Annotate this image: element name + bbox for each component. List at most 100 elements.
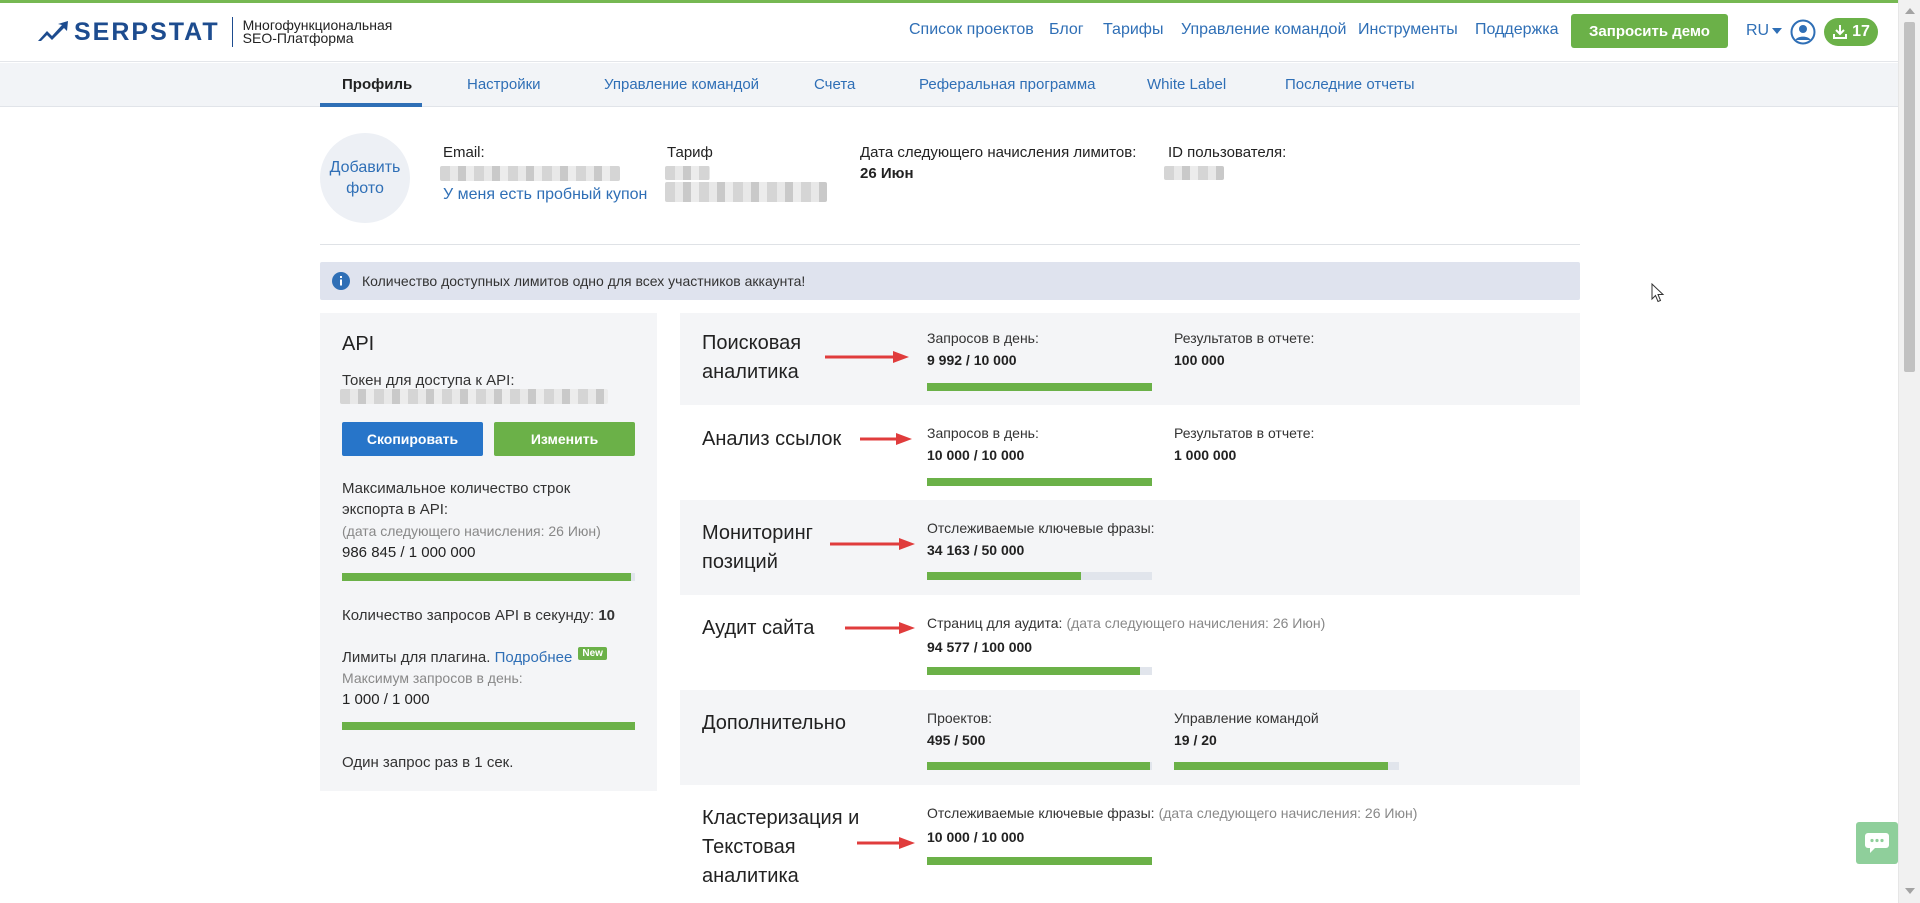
- metric-audit-pages: Страниц для аудита: (дата следующего начи…: [927, 615, 1325, 655]
- user-id-label: ID пользователя:: [1168, 144, 1287, 161]
- annotation-arrow-icon: [860, 433, 912, 445]
- chat-widget-button[interactable]: [1856, 822, 1898, 864]
- tab-invoices[interactable]: Счета: [814, 76, 856, 93]
- metric-label: Запросов в день:: [927, 425, 1039, 441]
- api-rps: Количество запросов API в секунду: 10: [342, 607, 615, 624]
- tagline-line-2: SEO-Платформа: [242, 30, 354, 46]
- section-title-line-1: Мониторинг: [702, 522, 813, 544]
- requests-progress-bar: [927, 478, 1152, 486]
- metric-note: (дата следующего начисления: 26 Июн): [1066, 615, 1326, 631]
- trial-coupon-link[interactable]: У меня есть пробный купон: [443, 186, 648, 203]
- metric-projects: Проектов: 495 / 500: [927, 710, 992, 748]
- plugin-progress-bar: [342, 722, 635, 730]
- change-token-button[interactable]: Изменить: [494, 422, 635, 456]
- max-rows-note: (дата следующего начисления: 26 Июн): [342, 523, 601, 539]
- nav-support[interactable]: Поддержка: [1475, 21, 1559, 38]
- plugin-more-link[interactable]: Подробнее: [494, 649, 573, 666]
- serpstat-logo[interactable]: SERPSTAT Многофункциональная SEO-Платфор…: [38, 17, 392, 47]
- section-title-line-1: Аудит сайта: [702, 617, 815, 639]
- metric-results-in-report: Результатов в отчете: 1 000 000: [1174, 425, 1314, 463]
- tab-last-reports[interactable]: Последние отчеты: [1285, 76, 1415, 93]
- plan-value-redacted: [665, 166, 710, 180]
- downloads-button[interactable]: 17: [1824, 18, 1878, 46]
- active-tab-underline: [320, 103, 422, 107]
- section-title-line-1: Анализ ссылок: [702, 428, 842, 450]
- audit-progress-bar: [927, 667, 1152, 675]
- info-icon: [332, 272, 350, 290]
- scroll-down-arrow-icon[interactable]: [1905, 888, 1915, 894]
- scrollbar-thumb[interactable]: [1904, 22, 1915, 372]
- profile-subnav: Профиль Настройки Управление командой Сч…: [0, 63, 1898, 107]
- add-photo-button[interactable]: Добавить фото: [320, 133, 410, 223]
- projects-progress-fill: [927, 762, 1150, 770]
- metric-value: 34 163 / 50 000: [927, 542, 1025, 558]
- nav-team-management[interactable]: Управление командой: [1181, 21, 1347, 38]
- request-demo-button[interactable]: Запросить демо: [1571, 14, 1728, 48]
- clustering-progress-fill: [927, 857, 1152, 865]
- section-title-line-2: позиций: [702, 551, 778, 573]
- logo-tagline: Многофункциональная SEO-Платформа: [242, 18, 393, 46]
- plugin-limits: Лимиты для плагина. Подробнее New: [342, 647, 607, 666]
- section-title: Кластеризация и Текстовая аналитика: [702, 804, 859, 891]
- metric-value: 19 / 20: [1174, 732, 1217, 748]
- section-title-line-3: аналитика: [702, 865, 799, 887]
- metric-label: Запросов в день:: [927, 330, 1039, 346]
- nav-tools[interactable]: Инструменты: [1358, 21, 1458, 38]
- add-photo-line-1: Добавить: [329, 159, 401, 176]
- section-title: Дополнительно: [702, 709, 846, 738]
- max-rows-progress-bar: [342, 573, 635, 581]
- requests-progress-bar: [927, 383, 1152, 391]
- next-charge-value: 26 Июн: [860, 165, 914, 182]
- annotation-arrow-icon: [857, 837, 915, 849]
- tab-white-label[interactable]: White Label: [1147, 76, 1227, 93]
- nav-blog[interactable]: Блог: [1049, 21, 1084, 38]
- copy-token-button[interactable]: Скопировать: [342, 422, 483, 456]
- section-title: Поисковая аналитика: [702, 329, 801, 387]
- section-additional: Дополнительно Проектов: 495 / 500 Управл…: [680, 690, 1580, 785]
- chat-icon: [1865, 833, 1889, 853]
- language-selector[interactable]: RU: [1746, 22, 1783, 40]
- api-rps-value: 10: [598, 607, 616, 624]
- logo-text: SERPSTAT: [74, 17, 220, 46]
- annotation-arrow-icon: [825, 351, 909, 363]
- section-title-line-1: Кластеризация и: [702, 807, 860, 829]
- team-progress-fill: [1174, 762, 1388, 770]
- audit-progress-fill: [927, 667, 1140, 675]
- metric-note: (дата следующего начисления: 26 Июн): [1158, 805, 1418, 821]
- user-icon[interactable]: [1790, 19, 1816, 45]
- tab-profile[interactable]: Профиль: [342, 76, 413, 93]
- metric-value: 10 000 / 10 000: [927, 447, 1025, 463]
- tab-team-management[interactable]: Управление командой: [604, 76, 760, 93]
- section-rank-tracking: Мониторинг позиций Отслеживаемые ключевы…: [680, 500, 1580, 595]
- metric-clustering-keywords: Отслеживаемые ключевые фразы: (дата следу…: [927, 805, 1417, 845]
- metric-label: Отслеживаемые ключевые фразы:: [927, 805, 1155, 821]
- annotation-arrow-icon: [845, 622, 915, 634]
- plugin-progress-fill: [342, 722, 635, 730]
- plugin-limits-label: Лимиты для плагина.: [342, 649, 491, 666]
- nav-pricing[interactable]: Тарифы: [1103, 21, 1164, 38]
- api-token-label: Токен для доступа к API:: [342, 372, 515, 389]
- team-progress-bar: [1174, 762, 1399, 770]
- section-clustering: Кластеризация и Текстовая аналитика Отсл…: [680, 785, 1580, 903]
- email-label: Email:: [443, 144, 485, 161]
- tab-referral[interactable]: Реферальная программа: [919, 76, 1096, 93]
- tab-settings[interactable]: Настройки: [467, 76, 541, 93]
- metric-label: Результатов в отчете:: [1174, 330, 1315, 346]
- section-title: Анализ ссылок: [702, 425, 841, 454]
- api-card: API Токен для доступа к API: Скопировать…: [320, 313, 657, 791]
- section-backlink-analysis: Анализ ссылок Запросов в день: 10 000 / …: [680, 405, 1580, 500]
- language-code: RU: [1746, 22, 1770, 39]
- section-title-line-1: Поисковая: [702, 332, 802, 354]
- section-site-audit: Аудит сайта Страниц для аудита: (дата сле…: [680, 595, 1580, 690]
- page-scrollbar[interactable]: [1898, 0, 1920, 903]
- metric-label: Результатов в отчете:: [1174, 425, 1315, 441]
- profile-divider: [320, 244, 1580, 245]
- metric-label: Проектов:: [927, 710, 993, 726]
- api-token-redacted: [340, 389, 608, 404]
- shared-limits-banner: Количество доступных лимитов одно для вс…: [320, 262, 1580, 300]
- banner-text: Количество доступных лимитов одно для вс…: [362, 273, 806, 289]
- max-rows-label-1: Максимальное количество строк: [342, 480, 571, 497]
- metric-value: 100 000: [1174, 352, 1225, 368]
- nav-projects[interactable]: Список проектов: [909, 21, 1034, 38]
- scroll-up-arrow-icon[interactable]: [1905, 8, 1915, 14]
